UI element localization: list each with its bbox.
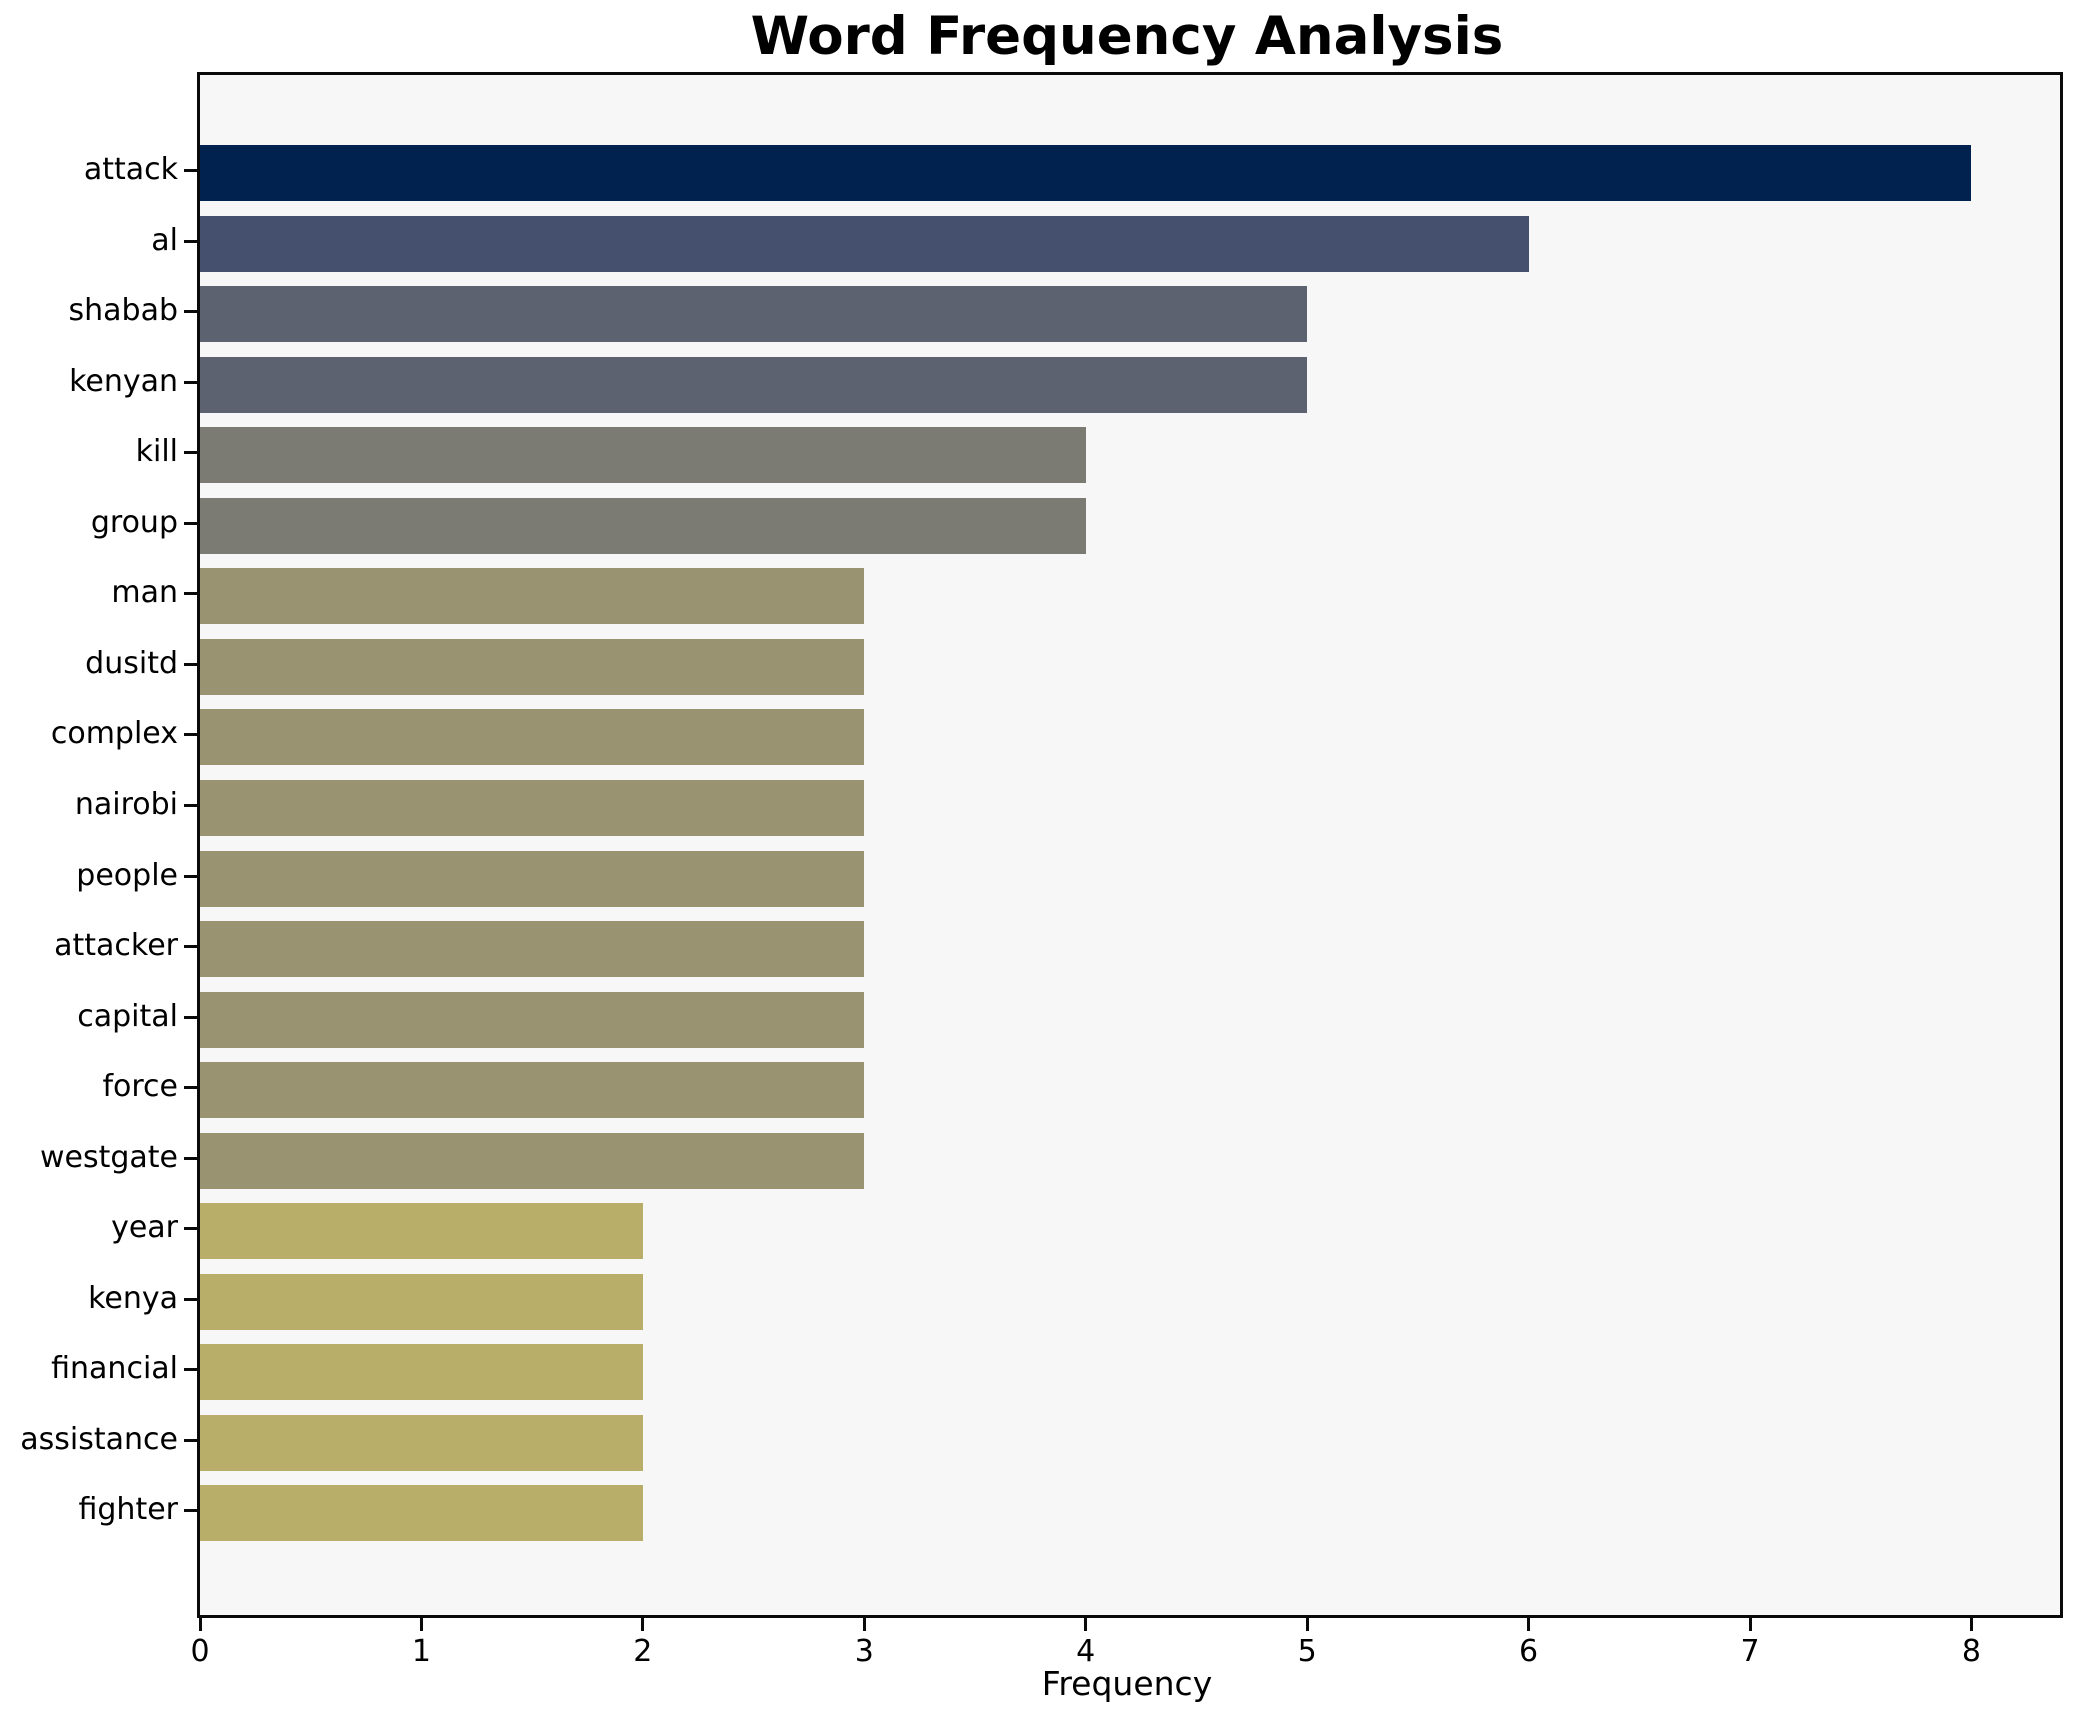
x-tick-mark <box>1084 1618 1088 1631</box>
y-tick-mark <box>184 662 197 666</box>
x-tick-label-3: 3 <box>854 1634 874 1669</box>
bar-kill <box>200 427 1086 484</box>
bar-dusitd <box>200 638 865 695</box>
x-tick-mark <box>1527 1618 1531 1631</box>
bar-nairobi <box>200 779 865 836</box>
bar-complex <box>200 709 865 766</box>
y-tick-mark <box>184 1509 197 1513</box>
x-axis-label: Frequency <box>1041 1664 1213 1703</box>
y-tick-mark <box>184 1227 197 1231</box>
y-tick-label-group: group <box>90 504 178 540</box>
y-tick-mark <box>184 521 197 525</box>
y-tick-mark <box>184 733 197 737</box>
y-tick-label-complex: complex <box>50 716 178 752</box>
bar-capital <box>200 991 865 1048</box>
y-tick-label-man: man <box>111 575 178 611</box>
y-tick-mark <box>184 1297 197 1301</box>
x-tick-mark <box>1748 1618 1752 1631</box>
y-tick-mark <box>184 1086 197 1090</box>
y-tick-mark <box>184 874 197 878</box>
x-tick-mark <box>1969 1618 1973 1631</box>
y-tick-mark <box>184 380 197 384</box>
x-tick-label-2: 2 <box>633 1634 653 1669</box>
y-tick-label-fighter: fighter <box>78 1492 178 1528</box>
y-tick-mark <box>184 1156 197 1160</box>
bar-shabab <box>200 286 1308 343</box>
bar-kenyan <box>200 356 1308 413</box>
y-tick-label-westgate: westgate <box>39 1139 178 1175</box>
bar-people <box>200 850 865 907</box>
y-tick-mark <box>184 945 197 949</box>
y-tick-label-assistance: assistance <box>20 1421 178 1457</box>
y-tick-mark <box>184 592 197 596</box>
y-tick-label-kill: kill <box>135 434 178 470</box>
bar-attack <box>200 145 1972 201</box>
y-tick-label-financial: financial <box>51 1351 178 1387</box>
bar-man <box>200 568 865 625</box>
y-tick-label-people: people <box>76 857 178 893</box>
x-tick-label-4: 4 <box>1076 1634 1096 1669</box>
y-tick-label-dusitd: dusitd <box>85 645 178 681</box>
x-tick-mark <box>419 1618 423 1631</box>
bar-fighter <box>200 1485 643 1542</box>
bar-kenya <box>200 1273 643 1330</box>
x-tick-label-1: 1 <box>411 1634 431 1669</box>
x-tick-mark <box>198 1618 202 1631</box>
y-tick-mark <box>184 451 197 455</box>
y-tick-mark <box>184 169 197 172</box>
x-tick-label-8: 8 <box>1961 1634 1981 1669</box>
y-tick-label-kenyan: kenyan <box>69 363 178 399</box>
y-tick-label-kenya: kenya <box>88 1280 178 1316</box>
y-tick-label-capital: capital <box>77 998 178 1034</box>
y-tick-label-force: force <box>102 1069 178 1105</box>
y-tick-label-attacker: attacker <box>54 928 178 964</box>
bar-financial <box>200 1344 643 1401</box>
chart-title: Word Frequency Analysis <box>750 6 1504 67</box>
x-tick-label-5: 5 <box>1297 1634 1317 1669</box>
x-tick-label-6: 6 <box>1519 1634 1539 1669</box>
y-tick-mark <box>184 1438 197 1442</box>
y-tick-mark <box>184 239 197 243</box>
x-tick-mark <box>641 1618 645 1631</box>
bar-al <box>200 215 1529 272</box>
bar-year <box>200 1203 643 1260</box>
bar-assistance <box>200 1414 643 1471</box>
y-tick-label-year: year <box>111 1210 178 1246</box>
bar-westgate <box>200 1132 865 1189</box>
bar-group <box>200 497 1086 554</box>
y-tick-label-nairobi: nairobi <box>74 786 178 822</box>
y-tick-mark <box>184 1015 197 1019</box>
y-tick-label-al: al <box>151 222 178 258</box>
x-tick-label-0: 0 <box>190 1634 210 1669</box>
y-tick-mark <box>184 1368 197 1372</box>
bar-attacker <box>200 921 865 978</box>
y-tick-label-shabab: shabab <box>68 293 179 329</box>
y-tick-mark <box>184 803 197 807</box>
x-tick-mark <box>862 1618 866 1631</box>
bar-force <box>200 1062 865 1119</box>
y-tick-mark <box>184 310 197 314</box>
y-tick-label-attack: attack <box>83 152 178 187</box>
x-tick-label-7: 7 <box>1740 1634 1760 1669</box>
x-tick-mark <box>1305 1618 1309 1631</box>
plot-area <box>197 72 2063 1618</box>
